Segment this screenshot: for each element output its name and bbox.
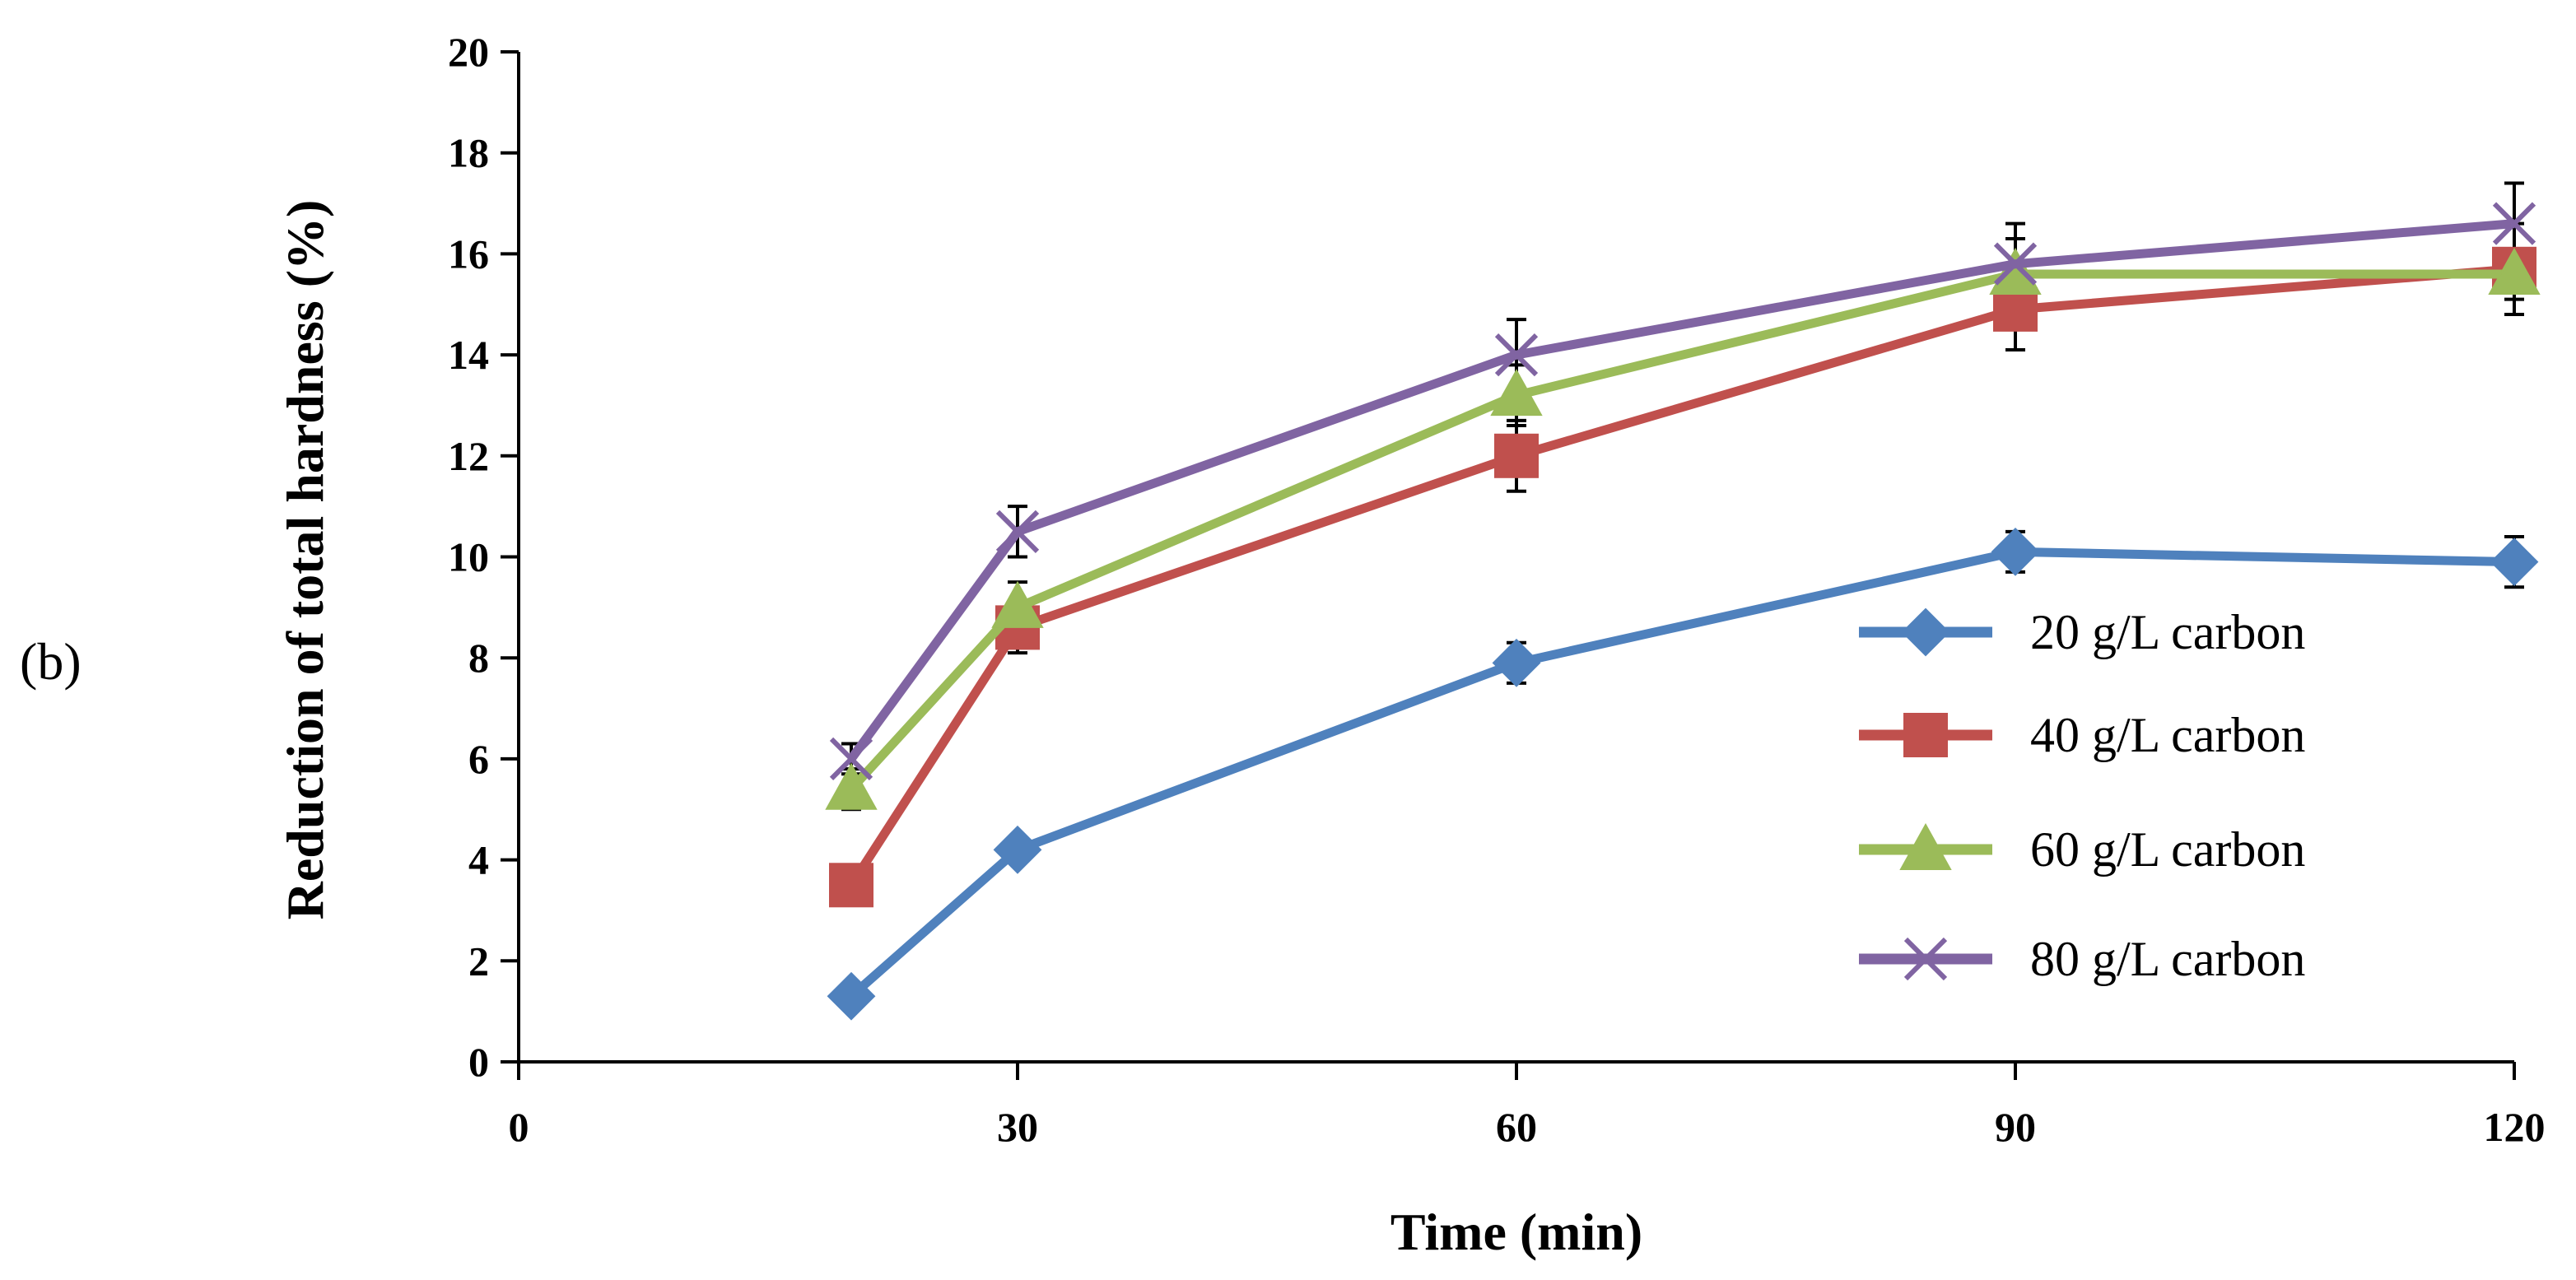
data-point (829, 863, 873, 908)
data-point (2490, 538, 2539, 587)
legend-item: 80 g/L carbon (1859, 932, 2305, 986)
legend-marker (1899, 822, 1952, 870)
marker-stroke (2492, 202, 2536, 245)
y-tick-label: 18 (448, 130, 489, 176)
data-point (1492, 638, 1541, 687)
legend-label: 40 g/L carbon (2030, 708, 2305, 762)
data-point (1989, 247, 2042, 295)
y-tick-label: 2 (468, 938, 489, 984)
marker-stroke (1993, 242, 2038, 286)
data-point (1993, 286, 2038, 332)
legend-label: 60 g/L carbon (2030, 822, 2305, 877)
x-tick-label: 60 (1496, 1104, 1537, 1150)
y-tick-label: 6 (468, 736, 489, 782)
y-tick-label: 8 (468, 635, 489, 681)
data-point (1494, 333, 1539, 377)
legend-marker (1903, 937, 1948, 981)
data-point (2488, 247, 2541, 295)
x-tick-label: 0 (509, 1104, 529, 1150)
legend-label: 20 g/L carbon (2030, 605, 2305, 659)
series-line (847, 219, 2515, 762)
data-point (993, 825, 1042, 874)
x-axis-title: Time (min) (1390, 1203, 1642, 1261)
legend-label: 80 g/L carbon (2030, 932, 2305, 986)
y-tick-label: 16 (448, 230, 489, 277)
data-point (1993, 242, 2038, 286)
x-tick-label: 120 (2484, 1104, 2546, 1150)
x-tick-label: 90 (1995, 1104, 2036, 1150)
data-point (827, 971, 876, 1021)
panel-label: (b) (20, 632, 82, 691)
legend-item: 20 g/L carbon (1859, 605, 2305, 659)
data-point (2492, 202, 2536, 245)
series-line (847, 264, 2515, 888)
y-tick-label: 12 (448, 433, 489, 479)
marker-stroke (1903, 937, 1948, 981)
y-tick-label: 14 (448, 332, 489, 378)
y-tick-label: 0 (468, 1039, 489, 1085)
legend-marker (1903, 713, 1948, 757)
data-point (995, 510, 1040, 553)
data-point (1991, 527, 2040, 576)
y-tick-label: 20 (448, 29, 489, 75)
y-axis-title: Reduction of total hardness (%) (276, 200, 334, 920)
marker-stroke (829, 737, 873, 781)
y-tick-label: 10 (448, 534, 489, 580)
data-point (991, 580, 1044, 628)
data-point (825, 762, 878, 810)
data-point (1490, 369, 1543, 417)
x-tick-label: 30 (997, 1104, 1038, 1150)
marker-stroke (995, 510, 1040, 553)
data-point (1494, 433, 1539, 478)
data-point (829, 737, 873, 781)
legend-item: 40 g/L carbon (1859, 708, 2305, 762)
legend-marker (1901, 607, 1950, 657)
marker-stroke (1494, 333, 1539, 377)
y-tick-label: 4 (468, 837, 489, 883)
legend-item: 60 g/L carbon (1859, 822, 2305, 877)
